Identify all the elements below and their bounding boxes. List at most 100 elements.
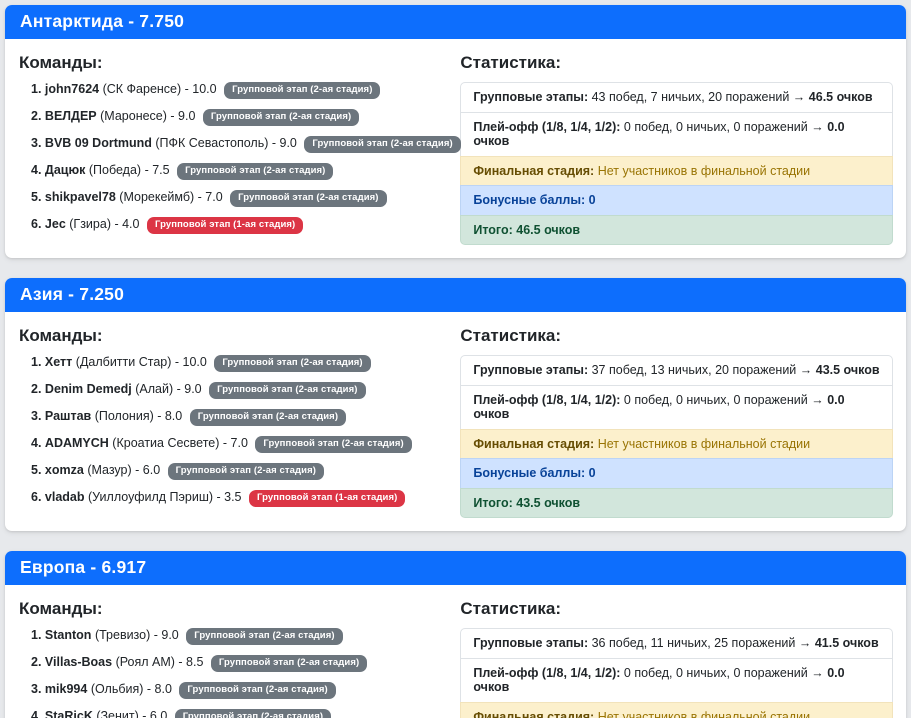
- team-name: StaRicK: [44, 709, 93, 718]
- team-name: john7624: [44, 82, 100, 96]
- team-rank: 2.: [31, 655, 42, 669]
- teams-heading: Команды:: [19, 326, 103, 345]
- stat-points: 0.0 очков: [473, 119, 845, 149]
- stat-record: 0 побед, 0 ничьих, 0 поражений →: [623, 119, 824, 134]
- team-name: ADAMYCH: [44, 436, 109, 450]
- stat-value: Нет участников в финальной стадии: [597, 163, 811, 178]
- stat-label: Плей-офф (1/8, 1/4, 1/2):: [473, 665, 621, 680]
- team-row: 1. Stanton (Тревизо) - 9.0 Групповой эта…: [31, 627, 460, 646]
- team-row: 3. Раштав (Полония) - 8.0 Групповой этап…: [31, 408, 460, 427]
- team-name: Раштав: [44, 409, 92, 423]
- stat-points: 41.5 очков: [814, 636, 879, 650]
- team-rank: 5.: [31, 463, 42, 477]
- team-club-points: (Алай) - 9.0: [135, 382, 202, 396]
- stat-list: Групповые этапы: 37 побед, 13 ничьих, 20…: [460, 355, 893, 518]
- teams-column: Команды: 1. Хетт (Далбитти Стар) - 10.0 …: [19, 320, 460, 518]
- stat-value: 43.5 очков: [516, 495, 581, 510]
- stat-label: Финальная стадия:: [473, 709, 595, 718]
- stats-column: Статистика: Групповые этапы: 37 побед, 1…: [460, 320, 893, 518]
- stat-label: Плей-офф (1/8, 1/4, 1/2):: [473, 119, 621, 134]
- teams-heading: Команды:: [19, 53, 103, 72]
- group-title: Антарктида - 7.750: [20, 11, 185, 31]
- team-rank: 2.: [31, 109, 42, 123]
- team-club-points: (Далбитти Стар) - 10.0: [75, 355, 207, 369]
- stat-group-stages: Групповые этапы: 43 побед, 7 ничьих, 20 …: [460, 82, 893, 113]
- team-row: 2. ВЕЛДЕР (Маронесе) - 9.0 Групповой эта…: [31, 108, 460, 127]
- stage-badge: Групповой этап (2-ая стадия): [210, 654, 368, 672]
- stat-final-stage: Финальная стадия: Нет участников в финал…: [460, 701, 893, 718]
- stat-label: Групповые этапы:: [473, 363, 589, 377]
- team-row: 3. BVB 09 Dortmund (ПФК Севастополь) - 9…: [31, 135, 461, 154]
- stat-points: 0.0 очков: [473, 392, 845, 422]
- team-rank: 6.: [31, 217, 42, 231]
- group-body: Команды: 1. Хетт (Далбитти Стар) - 10.0 …: [5, 312, 906, 531]
- stat-value: 0: [588, 193, 596, 207]
- stage-badge: Групповой этап (2-ая стадия): [209, 381, 366, 399]
- stat-label: Плей-офф (1/8, 1/4, 1/2):: [473, 392, 621, 407]
- stat-record: 37 побед, 13 ничьих, 20 поражений →: [591, 363, 813, 377]
- stat-value: Нет участников в финальной стадии: [597, 436, 811, 451]
- stage-badge: Групповой этап (2-ая стадия): [174, 708, 332, 718]
- team-rank: 3.: [31, 409, 42, 423]
- stat-total: Итого: 46.5 очков: [460, 214, 893, 245]
- team-club-points: (Маронесе) - 9.0: [100, 109, 196, 123]
- team-club-points: (Мазур) - 6.0: [87, 463, 161, 477]
- team-rank: 3.: [31, 136, 42, 150]
- team-name: BVB 09 Dortmund: [44, 136, 152, 150]
- stage-badge: Групповой этап (2-ая стадия): [230, 189, 387, 207]
- group-card-asia: Азия - 7.250 Команды: 1. Хетт (Далбитти …: [5, 278, 906, 531]
- group-header: Антарктида - 7.750: [5, 5, 906, 39]
- stat-points: 0.0 очков: [473, 665, 845, 695]
- stage-badge: Групповой этап (2-ая стадия): [189, 408, 347, 426]
- team-club-points: (Гзира) - 4.0: [69, 217, 140, 231]
- team-row: 1. john7624 (СК Фаренсе) - 10.0 Группово…: [31, 81, 460, 100]
- stage-badge: Групповой этап (2-ая стадия): [224, 81, 381, 99]
- stat-points: 46.5 очков: [808, 90, 873, 104]
- team-list: 1. Хетт (Далбитти Стар) - 10.0 Групповой…: [19, 354, 460, 508]
- teams-column: Команды: 1. john7624 (СК Фаренсе) - 10.0…: [19, 47, 461, 245]
- stat-playoff: Плей-офф (1/8, 1/4, 1/2): 0 побед, 0 нич…: [460, 111, 893, 157]
- team-club-points: (Победа) - 7.5: [88, 163, 170, 177]
- stats-heading: Статистика:: [460, 599, 562, 618]
- team-name: xomza: [44, 463, 84, 477]
- team-row: 4. ADAMYCH (Кроатиа Сесвете) - 7.0 Групп…: [31, 435, 460, 454]
- group-title: Европа - 6.917: [20, 557, 147, 577]
- team-club-points: (Тревизо) - 9.0: [94, 628, 179, 642]
- stats-heading: Статистика:: [460, 53, 562, 72]
- team-club-points: (Ольбия) - 8.0: [90, 682, 172, 696]
- team-club-points: (Зенит) - 6.0: [96, 709, 168, 718]
- team-rank: 5.: [31, 190, 42, 204]
- team-name: Denim Demedj: [44, 382, 132, 396]
- stage-badge: Групповой этап (1-ая стадия): [248, 489, 406, 507]
- team-row: 4. Дацюк (Победа) - 7.5 Групповой этап (…: [31, 162, 460, 181]
- stage-badge: Групповой этап (2-ая стадия): [186, 627, 343, 645]
- stage-badge: Групповой этап (1-ая стадия): [146, 216, 304, 234]
- group-body: Команды: 1. Stanton (Тревизо) - 9.0 Груп…: [5, 585, 906, 718]
- team-name: Хетт: [44, 355, 73, 369]
- team-rank: 3.: [31, 682, 42, 696]
- stage-badge: Групповой этап (2-ая стадия): [214, 354, 371, 372]
- teams-column: Команды: 1. Stanton (Тревизо) - 9.0 Груп…: [19, 593, 460, 718]
- team-rank: 6.: [31, 490, 42, 504]
- stat-playoff: Плей-офф (1/8, 1/4, 1/2): 0 побед, 0 нич…: [460, 384, 893, 430]
- team-name: Jec: [44, 217, 66, 231]
- stat-record: 36 побед, 11 ничьих, 25 поражений →: [591, 636, 812, 650]
- team-club-points: (Кроатиа Сесвете) - 7.0: [112, 436, 248, 450]
- stat-record: 0 побед, 0 ничьих, 0 поражений →: [623, 665, 824, 680]
- team-rank: 2.: [31, 382, 42, 396]
- stat-group-stages: Групповые этапы: 37 побед, 13 ничьих, 20…: [460, 355, 893, 386]
- stats-column: Статистика: Групповые этапы: 43 побед, 7…: [460, 47, 893, 245]
- stat-final-stage: Финальная стадия: Нет участников в финал…: [460, 155, 893, 186]
- team-row: 5. shikpavel78 (Морекеймб) - 7.0 Группов…: [31, 189, 460, 208]
- stat-playoff: Плей-офф (1/8, 1/4, 1/2): 0 побед, 0 нич…: [460, 657, 893, 703]
- stat-group-stages: Групповые этапы: 36 побед, 11 ничьих, 25…: [460, 628, 893, 659]
- team-row: 1. Хетт (Далбитти Стар) - 10.0 Групповой…: [31, 354, 460, 373]
- stat-record: 0 побед, 0 ничьих, 0 поражений →: [623, 392, 824, 407]
- team-club-points: (ПФК Севастополь) - 9.0: [155, 136, 297, 150]
- team-rank: 4.: [31, 709, 42, 718]
- stat-label: Групповые этапы:: [473, 636, 589, 650]
- stage-badge: Групповой этап (2-ая стадия): [202, 108, 360, 126]
- stat-list: Групповые этапы: 43 побед, 7 ничьих, 20 …: [460, 82, 893, 245]
- group-body: Команды: 1. john7624 (СК Фаренсе) - 10.0…: [5, 39, 906, 258]
- team-row: 6. vladab (Уиллоуфилд Пэриш) - 3.5 Групп…: [31, 489, 460, 508]
